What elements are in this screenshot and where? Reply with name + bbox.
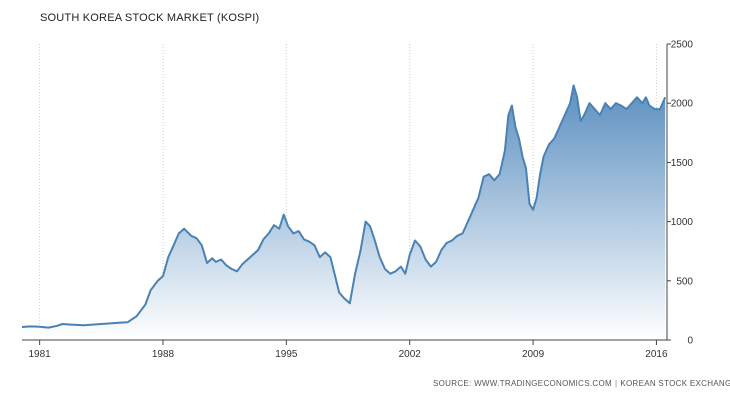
x-tick-label: 2009 [522, 349, 545, 360]
series-line [21, 84, 667, 329]
x-tick-label: 2016 [645, 349, 668, 360]
x-tick-label: 2002 [399, 349, 422, 360]
source-prefix: SOURCE: WWW.TRADINGECONOMICS.COM [433, 379, 612, 388]
x-tick-label: 1981 [28, 349, 51, 360]
source-suffix: KOREAN STOCK EXCHANGE [620, 379, 730, 388]
plot-area [21, 84, 667, 341]
x-tick-label: 1988 [152, 349, 175, 360]
y-tick-label: 2000 [671, 99, 694, 110]
series-area [22, 85, 666, 341]
y-tick-label: 1500 [671, 158, 694, 169]
x-tick-label: 1995 [275, 349, 298, 360]
axes: 1981 1988 1995 2002 2009 2016 0 500 1000 1500 2000… [22, 40, 694, 360]
y-tick-label: 0 [687, 336, 693, 347]
chart-title: SOUTH KOREA STOCK MARKET (KOSPI) [40, 12, 260, 24]
y-tick-label: 2500 [671, 40, 694, 51]
source-line: SOURCE: WWW.TRADINGECONOMICS.COM | KOREAN … [433, 379, 730, 388]
y-tick-label: 500 [676, 276, 693, 287]
y-tick-label: 1000 [671, 217, 694, 228]
